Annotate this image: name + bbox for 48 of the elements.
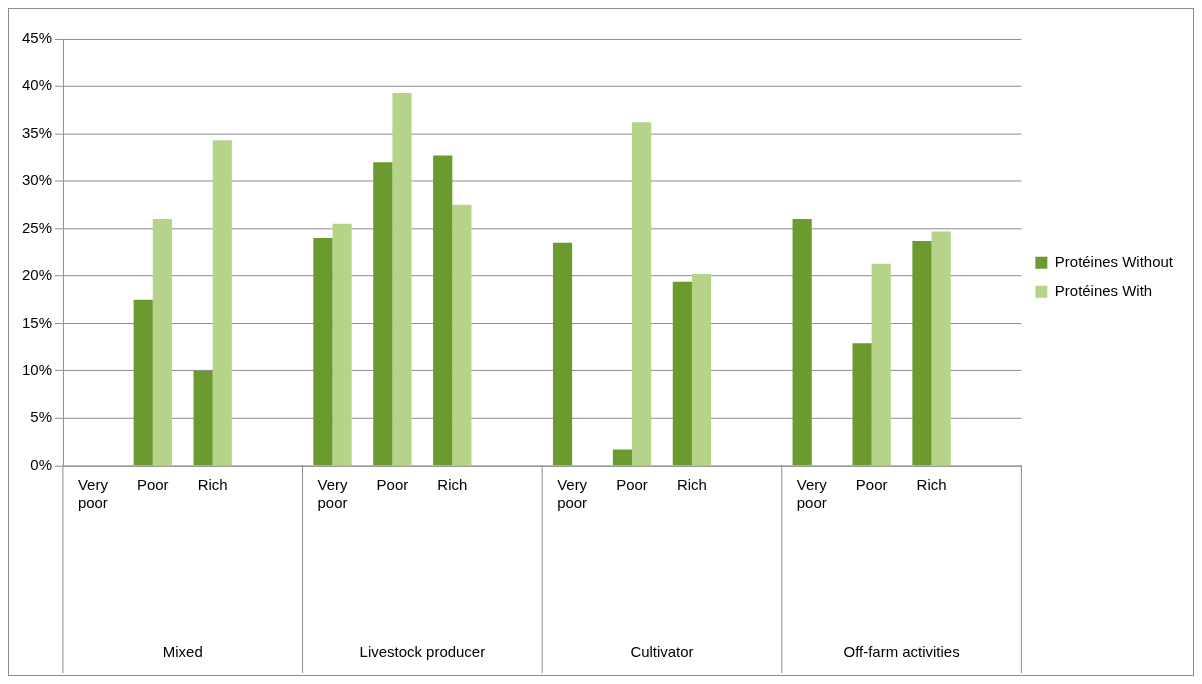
bar: [552, 242, 573, 466]
text: Mixed: [162, 643, 203, 661]
bar: [133, 299, 153, 466]
x-tick-label: Poor: [136, 475, 169, 493]
legend-label: Protéines With: [1054, 281, 1153, 299]
y-tick-label: 10%: [21, 360, 52, 378]
bar: [672, 281, 692, 466]
bar: [152, 219, 172, 466]
x-tick-label: Very poor: [317, 475, 348, 511]
y-tick-label: 25%: [21, 218, 52, 236]
bar: [852, 343, 872, 466]
y-tick-label: 35%: [21, 123, 52, 141]
bar: [931, 231, 951, 466]
x-tick-label: Poor: [376, 475, 409, 493]
bar: [212, 140, 232, 466]
x-tick-label: Rich: [916, 475, 947, 493]
bar: [193, 370, 213, 466]
x-tick-label: Very poor: [557, 475, 588, 511]
y-tick-label: 15%: [21, 313, 52, 331]
y-tick-label: 30%: [21, 171, 52, 189]
bar: [792, 219, 812, 466]
x-tick-label: Poor: [616, 475, 648, 493]
x-tick-label: Rich: [437, 475, 468, 493]
y-tick-label: 20%: [21, 266, 52, 284]
bar: [392, 92, 412, 466]
bar: [433, 155, 453, 466]
bar: [452, 204, 472, 466]
y-tick-label: 5%: [30, 408, 52, 426]
bar: [332, 223, 352, 466]
y-tick-label: 45%: [21, 29, 52, 47]
y-tick-label: 40%: [21, 76, 52, 94]
x-tick-label: Poor: [855, 475, 888, 493]
bar: [632, 122, 652, 466]
bar: [691, 274, 712, 466]
text: Livestock producer: [359, 643, 486, 661]
legend-label: Protéines Without: [1054, 252, 1174, 270]
bar: [912, 240, 932, 466]
bar: [313, 238, 333, 466]
text: Off-farm activities: [843, 643, 960, 661]
x-tick-label: Rich: [676, 475, 707, 493]
x-tick-label: Very poor: [796, 475, 828, 511]
text: Cultivator: [630, 643, 694, 661]
bar: [612, 449, 633, 466]
bar: [373, 162, 393, 466]
x-tick-label: Very poor: [77, 475, 109, 511]
bar: [871, 263, 891, 466]
x-tick-label: Rich: [197, 475, 228, 493]
y-tick-label: 0%: [30, 455, 52, 473]
